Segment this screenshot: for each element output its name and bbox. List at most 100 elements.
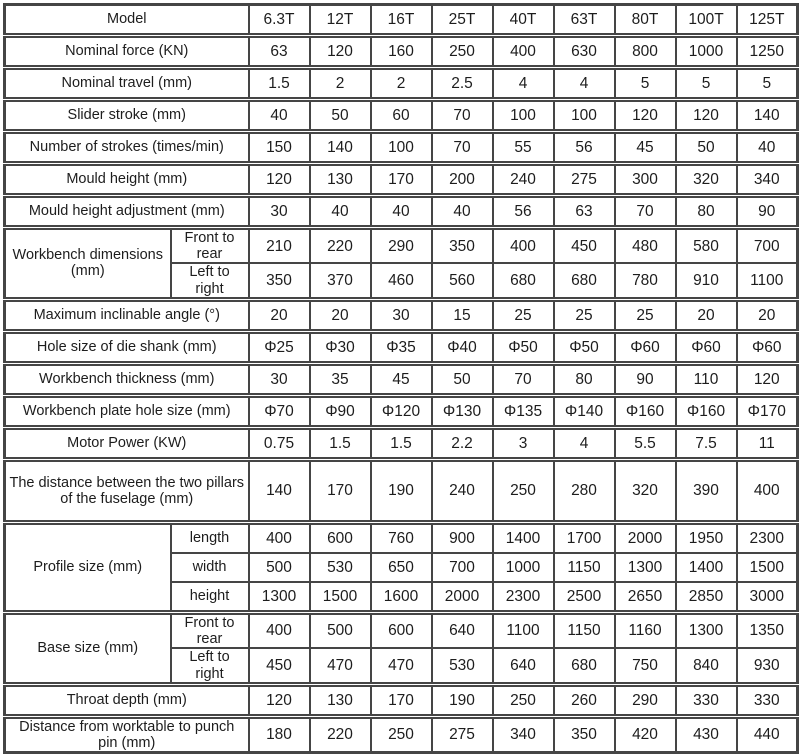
value-cell: Φ90	[308, 392, 372, 429]
value-cell: 290	[369, 225, 433, 265]
row-label: Mould height (mm)	[3, 161, 250, 197]
value-cell: 120	[247, 681, 311, 718]
value-cell: 290	[613, 681, 677, 718]
value-cell: 220	[308, 225, 372, 265]
value-cell: 80	[552, 360, 616, 397]
value-cell: 20	[735, 296, 799, 333]
value-cell: Φ140	[552, 392, 616, 429]
value-cell: 50	[674, 129, 738, 165]
table-row: Nominal force (KN) 63 120 160 250 400 630 800 10…	[3, 33, 799, 69]
value-cell: 640	[430, 609, 494, 650]
value-cell: 120	[308, 33, 372, 69]
value-cell: 370	[308, 262, 372, 301]
row-label: Number of strokes (times/min)	[3, 129, 250, 165]
value-cell: 240	[491, 161, 555, 197]
table-row: Left to right 350 370 460 560 680 680 780 910 110…	[5, 262, 799, 301]
value-cell: 440	[735, 713, 799, 754]
value-cell: 680	[552, 647, 616, 686]
table-row: Distance from worktable to punch pin (mm…	[3, 713, 799, 754]
value-cell: 1000	[674, 33, 738, 69]
table-row: Hole size of die shank (mm) Φ25 Φ30 Φ35 Φ40 Φ…	[3, 328, 799, 365]
value-cell: Φ35	[369, 328, 433, 365]
value-cell: Φ50	[552, 328, 616, 365]
value-cell: 25	[552, 296, 616, 333]
value-cell: 3	[491, 424, 555, 461]
value-cell: 840	[674, 647, 738, 686]
value-cell: 70	[430, 129, 494, 165]
value-cell: 40T	[491, 3, 555, 37]
value-cell: 180	[247, 713, 311, 754]
value-cell: 2000	[430, 580, 494, 614]
value-cell: 1400	[674, 551, 738, 583]
value-cell: 1.5	[369, 424, 433, 461]
press-machine-spec-table: Model 6.3T 12T 16T 25T 40T 63T 80T 100T 125T Nomin…	[3, 3, 799, 754]
row-label: Maximum inclinable angle (°)	[3, 296, 250, 333]
value-cell: 2300	[491, 580, 555, 614]
value-cell: 400	[735, 456, 799, 524]
table-row: Number of strokes (times/min) 150 140 100 70…	[3, 129, 799, 165]
value-cell: 63	[552, 193, 616, 229]
value-cell: 80T	[613, 3, 677, 37]
value-cell: 350	[552, 713, 616, 754]
value-cell: 16T	[369, 3, 433, 37]
value-cell: Φ130	[430, 392, 494, 429]
row-label: Throat depth (mm)	[3, 681, 250, 718]
value-cell: 250	[430, 33, 494, 69]
value-cell: 330	[674, 681, 738, 718]
value-cell: 1300	[247, 580, 311, 614]
row-label: Workbench thickness (mm)	[3, 360, 250, 397]
value-cell: 250	[491, 681, 555, 718]
value-cell: 15	[430, 296, 494, 333]
value-cell: 40	[308, 193, 372, 229]
value-cell: 160	[369, 33, 433, 69]
value-cell: 2300	[735, 519, 799, 554]
value-cell: 320	[613, 456, 677, 524]
value-cell: 150	[247, 129, 311, 165]
row-label: Hole size of die shank (mm)	[3, 328, 250, 365]
table-row: The distance between the two pillars of …	[3, 456, 799, 524]
value-cell: 7.5	[674, 424, 738, 461]
value-cell: 2.2	[430, 424, 494, 461]
value-cell: 4	[552, 424, 616, 461]
value-cell: 390	[674, 456, 738, 524]
value-cell: 1100	[735, 262, 799, 301]
value-cell: 25T	[430, 3, 494, 37]
table-row: Motor Power (KW) 0.75 1.5 1.5 2.2 3 4 5.5 7.5 11	[3, 424, 799, 461]
value-cell: 120	[674, 97, 738, 133]
value-cell: 190	[430, 681, 494, 718]
value-cell: 45	[613, 129, 677, 165]
value-cell: Φ60	[674, 328, 738, 365]
row-label: The distance between the two pillars of …	[3, 456, 250, 524]
value-cell: 450	[552, 225, 616, 265]
table-row: Mould height (mm) 120 130 170 200 240 275 300 32…	[3, 161, 799, 197]
value-cell: 1250	[735, 33, 799, 69]
value-cell: 40	[369, 193, 433, 229]
value-cell: 700	[430, 551, 494, 583]
value-cell: 1950	[674, 519, 738, 554]
value-cell: 930	[735, 647, 799, 686]
value-cell: 2850	[674, 580, 738, 614]
row-label: Nominal travel (mm)	[3, 65, 250, 101]
value-cell: 25	[613, 296, 677, 333]
row-sub-label: Front to rear	[169, 225, 250, 265]
value-cell: 80	[674, 193, 738, 229]
row-label: Workbench plate hole size (mm)	[3, 392, 250, 429]
row-label: Motor Power (KW)	[3, 424, 250, 461]
value-cell: 70	[430, 97, 494, 133]
value-cell: 4	[552, 65, 616, 101]
value-cell: 1160	[613, 609, 677, 650]
value-cell: Φ135	[491, 392, 555, 429]
value-cell: 320	[674, 161, 738, 197]
value-cell: 640	[491, 647, 555, 686]
table-row: Base size (mm) Front to rear 400 500 600 640 1…	[3, 609, 799, 686]
value-cell: 120	[247, 161, 311, 197]
value-cell: 140	[247, 456, 311, 524]
value-cell: 1000	[491, 551, 555, 583]
value-cell: 400	[247, 609, 311, 650]
value-cell: 2500	[552, 580, 616, 614]
table-row: height 1300 1500 1600 2000 2300 2500 2650 2850 30…	[5, 580, 799, 614]
value-cell: 56	[552, 129, 616, 165]
table-row: Profile size (mm) length 400 600 760 900 1400 1…	[3, 519, 799, 614]
value-cell: 140	[308, 129, 372, 165]
